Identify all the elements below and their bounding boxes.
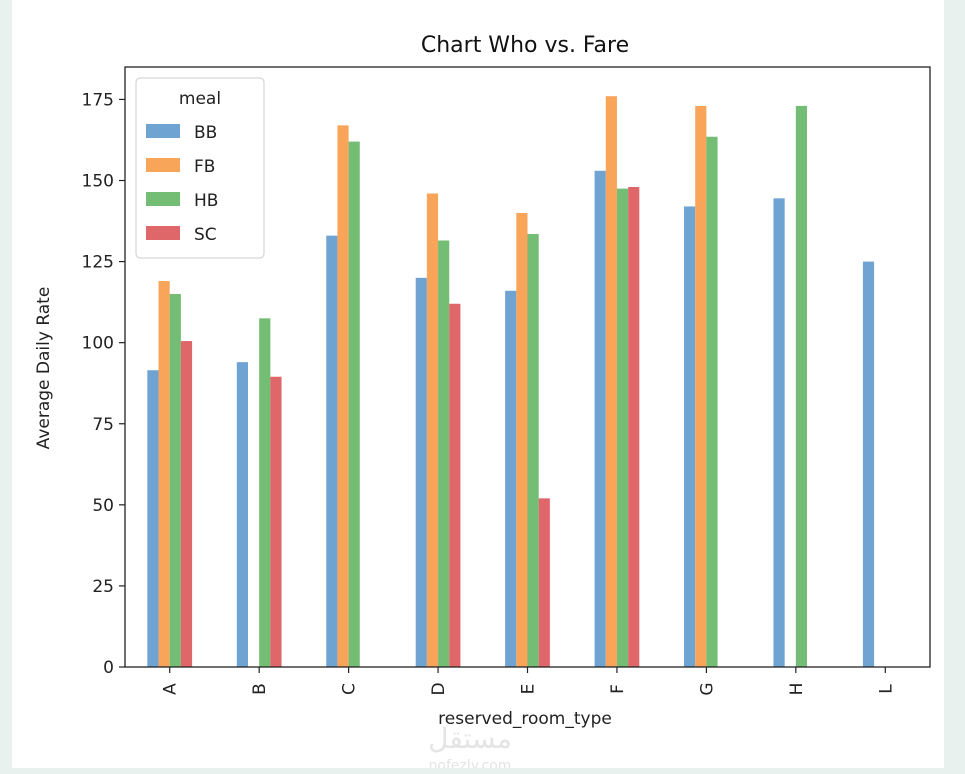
x-tick-label-a: A	[161, 683, 181, 695]
x-tick-label-l: L	[876, 684, 896, 694]
x-axis-label: reserved_room_type	[438, 709, 612, 729]
watermark-logo: مستقل	[428, 722, 512, 755]
legend: meal BB FB HB SC	[135, 77, 265, 259]
bar-hb-d	[438, 240, 450, 667]
chart-title: Chart Who vs. Fare	[421, 33, 629, 58]
bar-bb-c	[326, 235, 338, 667]
y-tick-label-100: 100	[82, 334, 114, 354]
bar-sc-e	[538, 498, 550, 667]
bar-fb-e	[516, 212, 528, 667]
x-tick-label-f: F	[608, 684, 628, 694]
bar-sc-d	[449, 303, 461, 667]
x-tick-label-d: D	[429, 682, 449, 695]
y-tick-label-125: 125	[82, 253, 114, 273]
bar-sc-a	[180, 341, 193, 667]
y-tick-label-0: 0	[103, 658, 114, 678]
y-tick-label-25: 25	[92, 577, 114, 597]
bar-fb-f	[605, 96, 617, 667]
bar-bb-d	[415, 277, 427, 667]
legend-swatch-hb	[146, 192, 180, 206]
bar-bb-g	[684, 206, 696, 667]
legend-label-fb: FB	[194, 157, 215, 177]
bar-bb-b	[236, 362, 248, 667]
bar-hb-a	[169, 294, 181, 667]
watermark: مستقل nofezly.com	[428, 722, 512, 768]
y-axis-label: Average Daily Rate	[34, 287, 54, 450]
x-tick-label-c: C	[340, 683, 360, 695]
bar-fb-d	[426, 193, 439, 668]
y-tick-label-75: 75	[92, 415, 114, 435]
bar-fb-g	[695, 105, 707, 668]
y-tick-label-175: 175	[82, 90, 114, 110]
bar-bb-l	[862, 261, 875, 667]
legend-swatch-sc	[146, 226, 180, 240]
x-tick-label-h: H	[787, 683, 807, 696]
bar-bb-f	[594, 170, 606, 667]
legend-box	[135, 77, 265, 259]
x-tick-label-g: G	[697, 682, 717, 695]
legend-swatch-bb	[146, 124, 180, 138]
bar-hb-g	[706, 136, 718, 668]
bar-hb-f	[616, 188, 629, 667]
legend-label-hb: HB	[194, 191, 218, 211]
bar-sc-b	[270, 376, 282, 667]
legend-label-bb: BB	[194, 123, 217, 143]
bar-bb-a	[147, 370, 159, 667]
bar-hb-c	[348, 141, 360, 668]
y-tick-label-150: 150	[82, 172, 114, 192]
legend-label-sc: SC	[194, 225, 217, 245]
bar-bb-e	[505, 290, 517, 667]
legend-title: meal	[179, 89, 221, 109]
bar-fb-c	[337, 125, 349, 667]
bar-fb-a	[158, 281, 170, 667]
bar-bb-h	[773, 198, 785, 667]
bar-hb-e	[527, 234, 539, 667]
y-tick-label-50: 50	[92, 496, 114, 516]
bar-hb-h	[795, 105, 808, 668]
bar-sc-f	[628, 187, 640, 667]
chart-frame: Chart Who vs. Fare reserved_room_type Av…	[12, 0, 944, 768]
bars-group	[147, 96, 875, 668]
bar-hb-b	[259, 318, 271, 667]
x-tick-label-e: E	[519, 684, 539, 695]
watermark-url: nofezly.com	[429, 758, 512, 768]
legend-swatch-fb	[146, 158, 180, 172]
x-tick-label-b: B	[250, 683, 270, 695]
bar-chart: Chart Who vs. Fare reserved_room_type Av…	[34, 33, 931, 768]
